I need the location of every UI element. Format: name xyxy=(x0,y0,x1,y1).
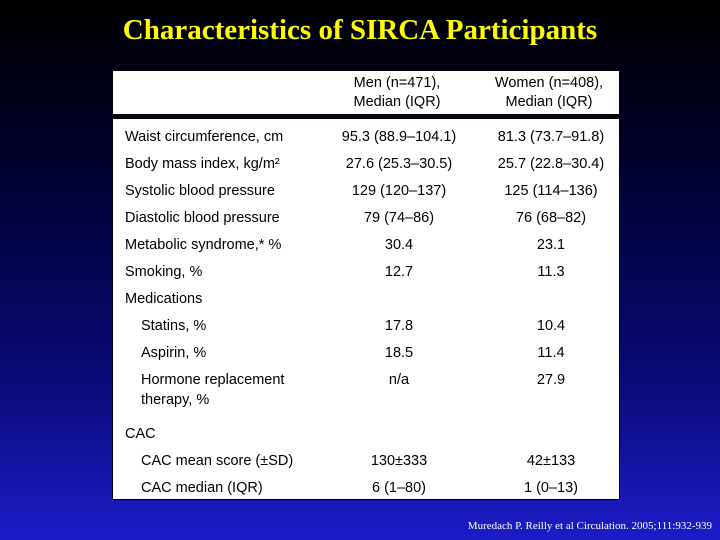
table-row: Systolic blood pressure 129 (120–137) 12… xyxy=(113,176,619,203)
row-label: Medications xyxy=(125,291,203,307)
women-value: 23.1 xyxy=(536,237,566,253)
table-row: Body mass index, kg/m² 27.6 (25.3–30.5) … xyxy=(113,149,619,176)
table-row: Hormone replacement therapy, % n/a 27.9 xyxy=(113,365,619,409)
men-value: 6 (1–80) xyxy=(371,480,426,496)
row-label: Body mass index, kg/m² xyxy=(125,156,280,172)
women-value: 81.3 (73.7–91.8) xyxy=(497,129,605,145)
women-value: 10.4 xyxy=(536,318,566,334)
women-value: 27.9 xyxy=(536,372,566,388)
row-label: Statins, % xyxy=(141,318,207,334)
row-label: Metabolic syndrome,* % xyxy=(125,237,282,253)
men-value: 17.8 xyxy=(384,318,414,334)
men-value: 18.5 xyxy=(384,345,414,361)
men-header-line2: Median (IQR) xyxy=(353,94,441,110)
men-column-header: Men (n=471), Median (IQR) xyxy=(331,74,463,112)
citation: Muredach P. Reilly et al Circulation. 20… xyxy=(467,520,712,532)
table-row: Smoking, % 12.7 11.3 xyxy=(113,257,619,284)
table-row: CAC mean score (±SD) 130±333 42±133 xyxy=(113,446,619,473)
row-label: Aspirin, % xyxy=(141,345,207,361)
characteristics-table: Waist circumference, cm 95.3 (88.9–104.1… xyxy=(112,118,620,500)
women-header-line2: Median (IQR) xyxy=(505,94,593,110)
women-value: 25.7 (22.8–30.4) xyxy=(497,156,605,172)
women-value: 11.3 xyxy=(537,264,565,280)
table-row: Diastolic blood pressure 79 (74–86) 76 (… xyxy=(113,203,619,230)
row-label: CAC median (IQR) xyxy=(141,480,263,496)
row-label: Hormone replacement therapy, % xyxy=(141,372,285,408)
women-value: 125 (114–136) xyxy=(504,183,598,199)
men-value: 79 (74–86) xyxy=(363,210,435,226)
men-value: n/a xyxy=(388,372,410,388)
women-header-line1: Women (n=408), xyxy=(494,75,604,91)
row-label: Waist circumference, cm xyxy=(125,129,284,145)
men-value: 12.7 xyxy=(384,264,414,280)
row-label: Diastolic blood pressure xyxy=(125,210,280,226)
row-label: CAC xyxy=(125,426,156,442)
men-header-line1: Men (n=471), xyxy=(353,75,441,91)
men-value: 130±333 xyxy=(370,453,428,469)
row-label: CAC mean score (±SD) xyxy=(141,453,294,469)
women-value: 42±133 xyxy=(526,453,576,469)
section-row-cac: CAC xyxy=(113,419,619,446)
women-value: 11.4 xyxy=(537,345,565,361)
women-value: 1 (0–13) xyxy=(523,480,578,496)
women-column-header: Women (n=408), Median (IQR) xyxy=(481,74,617,112)
table-row: CAC median (IQR) 6 (1–80) 1 (0–13) xyxy=(113,473,619,500)
table-row: Statins, % 17.8 10.4 xyxy=(113,311,619,338)
men-value: 129 (120–137) xyxy=(351,183,447,199)
men-value: 27.6 (25.3–30.5) xyxy=(345,156,453,172)
section-row-medications: Medications xyxy=(113,284,619,311)
row-label: Systolic blood pressure xyxy=(125,183,275,199)
table-header: Men (n=471), Median (IQR) Women (n=408),… xyxy=(112,70,620,115)
men-value: 95.3 (88.9–104.1) xyxy=(341,129,457,145)
table-row: Waist circumference, cm 95.3 (88.9–104.1… xyxy=(113,122,619,149)
table-row: Metabolic syndrome,* % 30.4 23.1 xyxy=(113,230,619,257)
row-label: Smoking, % xyxy=(125,264,203,280)
men-value: 30.4 xyxy=(384,237,414,253)
women-value: 76 (68–82) xyxy=(515,210,587,226)
table-row: Aspirin, % 18.5 11.4 xyxy=(113,338,619,365)
slide-title: Characteristics of SIRCA Participants xyxy=(122,14,598,46)
